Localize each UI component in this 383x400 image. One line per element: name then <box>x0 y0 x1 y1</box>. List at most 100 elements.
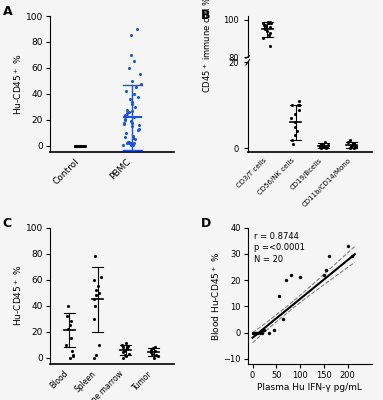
Point <box>318 201 324 208</box>
Point <box>77 143 83 149</box>
Point <box>134 26 141 32</box>
Point <box>72 143 78 149</box>
Point <box>252 329 258 336</box>
Point <box>349 202 355 208</box>
Point <box>276 292 282 299</box>
Point <box>319 141 325 147</box>
Point <box>295 196 301 202</box>
Text: r = 0.8744
p =<0.0001
N = 20: r = 0.8744 p =<0.0001 N = 20 <box>254 232 305 264</box>
Point <box>319 144 325 150</box>
Point <box>345 243 351 249</box>
Point <box>292 119 298 126</box>
Point <box>76 142 82 149</box>
Point <box>126 109 133 115</box>
Point <box>267 30 273 36</box>
Point <box>121 348 128 354</box>
Point <box>350 202 356 208</box>
Point <box>128 118 134 124</box>
Point <box>350 141 356 147</box>
Point <box>122 112 128 118</box>
Point <box>322 200 328 206</box>
Text: C: C <box>3 217 12 230</box>
Point <box>93 352 99 358</box>
Point <box>266 20 272 27</box>
Point <box>317 142 323 149</box>
Point <box>265 32 272 38</box>
Point <box>322 203 329 209</box>
Point <box>93 292 99 298</box>
Point <box>288 272 294 278</box>
Point <box>129 108 135 114</box>
Point <box>131 136 137 143</box>
Point <box>153 352 159 358</box>
Point <box>295 102 301 108</box>
Point <box>353 144 359 150</box>
Point <box>326 253 332 260</box>
Point <box>321 272 327 278</box>
Point <box>90 315 97 322</box>
Point <box>149 349 155 356</box>
Point <box>316 202 322 208</box>
Point <box>122 116 128 122</box>
Point <box>128 142 134 148</box>
Point <box>268 20 274 27</box>
Point <box>128 52 134 58</box>
Point <box>126 350 132 357</box>
Point <box>292 188 298 194</box>
Point <box>123 134 129 140</box>
Point <box>292 194 298 200</box>
Point <box>136 126 142 132</box>
Point <box>296 182 302 189</box>
Y-axis label: CD45$^+$ immune cell %: CD45$^+$ immune cell % <box>201 0 213 93</box>
Point <box>126 65 133 71</box>
Point <box>120 349 126 356</box>
Point <box>280 316 286 322</box>
Point <box>266 329 272 336</box>
Point <box>128 141 134 147</box>
Point <box>347 144 353 151</box>
Point <box>128 140 134 146</box>
X-axis label: Plasma Hu IFN-γ pg/mL: Plasma Hu IFN-γ pg/mL <box>257 383 362 392</box>
Point <box>91 276 97 283</box>
Point <box>68 335 74 341</box>
Point <box>295 128 301 134</box>
Point <box>80 143 86 149</box>
Point <box>296 102 302 108</box>
Point <box>82 142 88 149</box>
Point <box>259 329 265 336</box>
Point <box>124 345 130 352</box>
Point <box>290 141 296 147</box>
Point <box>288 190 295 196</box>
Point <box>292 111 298 117</box>
Point <box>261 327 267 333</box>
Point <box>76 143 82 149</box>
Point <box>324 202 330 208</box>
Point <box>351 145 357 151</box>
Point <box>123 340 129 346</box>
Point <box>316 143 322 150</box>
Point <box>257 329 263 336</box>
Point <box>289 102 295 108</box>
Point <box>292 192 298 198</box>
Point <box>295 102 301 108</box>
Point <box>136 71 142 78</box>
Point <box>324 143 330 149</box>
Text: B: B <box>201 9 210 22</box>
Point <box>122 352 128 358</box>
Point <box>295 184 301 191</box>
Point <box>91 296 97 302</box>
Point <box>74 143 80 149</box>
Point <box>318 141 324 147</box>
Point <box>283 277 289 283</box>
Point <box>155 353 161 360</box>
Point <box>292 132 298 138</box>
Point <box>267 18 273 25</box>
Point <box>288 136 295 143</box>
Point <box>129 78 135 84</box>
Point <box>297 274 303 280</box>
Point <box>95 283 101 289</box>
Point <box>262 26 268 32</box>
Point <box>151 354 157 361</box>
Point <box>350 201 357 207</box>
Point <box>131 91 137 97</box>
